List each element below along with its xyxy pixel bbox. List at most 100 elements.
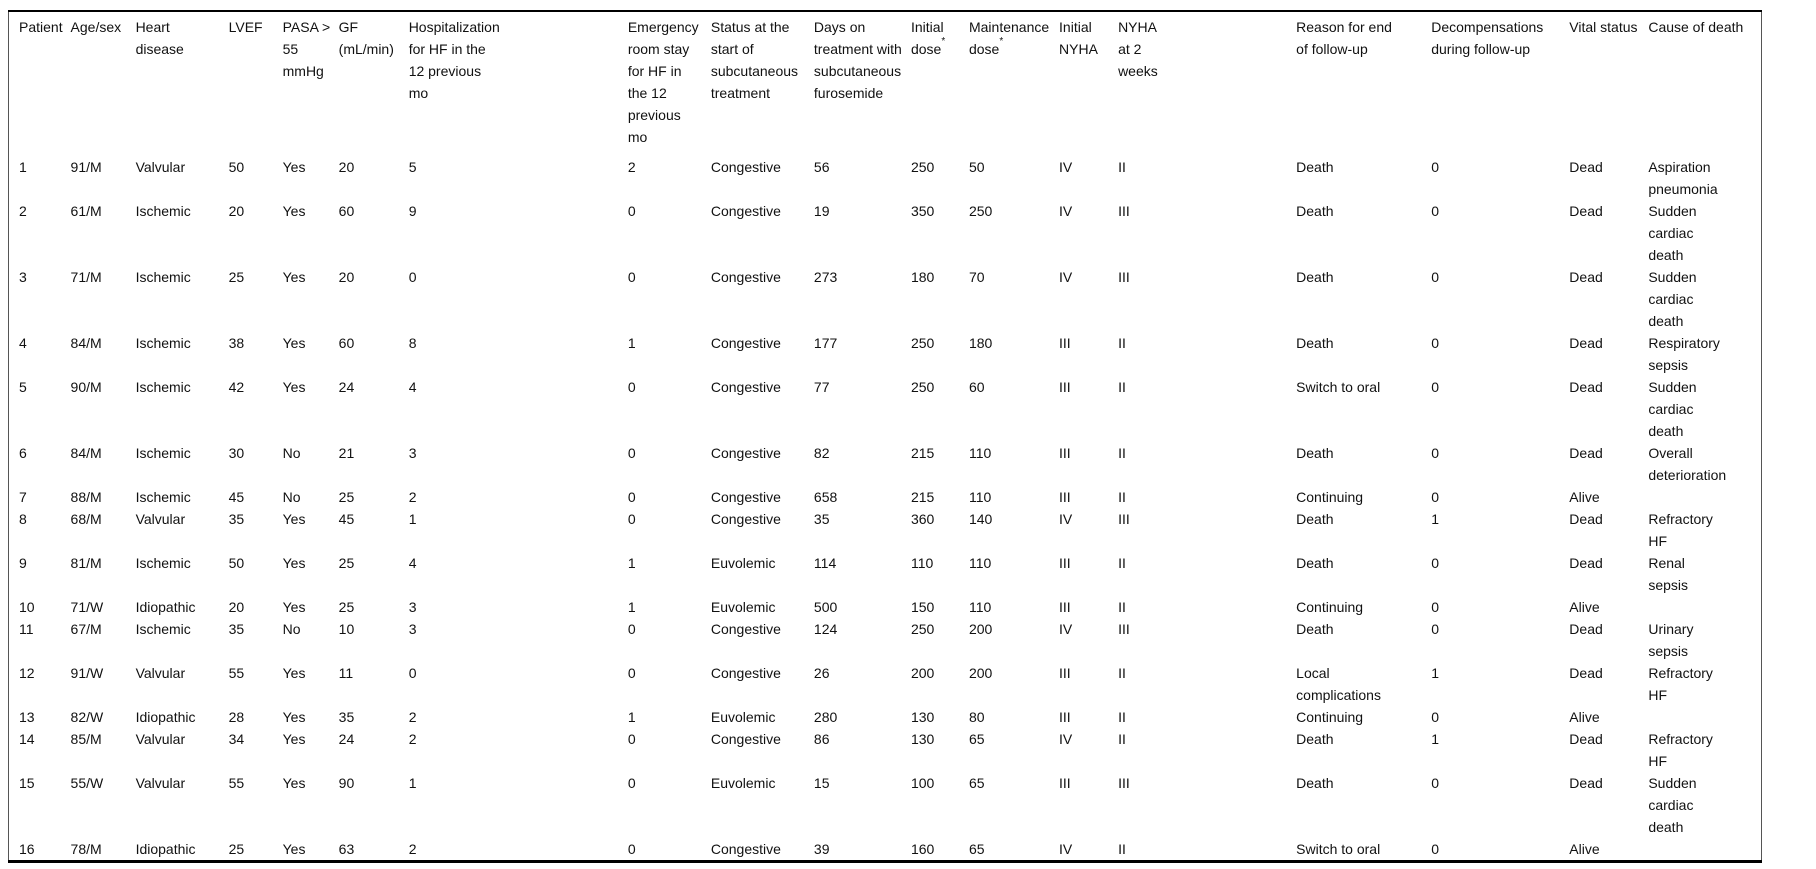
table-cell: Sudden cardiac death xyxy=(1648,269,1697,329)
table-cell: 45 xyxy=(228,489,245,505)
table-cell: Yes xyxy=(282,379,306,395)
table-cell: II xyxy=(1118,159,1126,175)
table-cell: 2 xyxy=(408,841,417,857)
table-cell: 2 xyxy=(408,731,417,747)
table-cell: Congestive xyxy=(710,511,781,527)
table-header-row: Patient Age/sex Heart disease LVEF PASA > 55… xyxy=(9,11,1762,156)
table-cell: 80 xyxy=(968,709,985,725)
table-cell: 71/M xyxy=(70,269,102,285)
table-cell: 0 xyxy=(627,379,636,395)
table-cell: Yes xyxy=(282,731,306,747)
column-header: Age/sex xyxy=(70,19,122,35)
table-cell: Congestive xyxy=(710,203,781,219)
table-cell: Euvolemic xyxy=(710,775,776,791)
table-cell: 60 xyxy=(338,203,355,219)
table-cell: 4 xyxy=(19,335,27,351)
table-cell: 500 xyxy=(813,599,838,615)
table-cell: No xyxy=(282,489,301,505)
table-cell: Ischemic xyxy=(135,335,191,351)
table-cell: 110 xyxy=(968,489,992,505)
table-cell: 39 xyxy=(813,841,830,857)
table-cell: 63 xyxy=(338,841,355,857)
table-cell: Dead xyxy=(1569,269,1603,285)
table-cell: 50 xyxy=(968,159,985,175)
table-cell: 6 xyxy=(19,445,27,461)
column-header: Initial dose* xyxy=(910,19,946,57)
table-cell: 0 xyxy=(1431,159,1440,175)
table-cell: 9 xyxy=(19,555,27,571)
table-cell: Yes xyxy=(282,775,306,791)
table-cell: III xyxy=(1118,203,1130,219)
table-cell: Alive xyxy=(1569,709,1600,725)
table-cell: II xyxy=(1118,709,1126,725)
column-header: Emergency room stay for HF in the 12 pre… xyxy=(627,19,699,145)
column-header: Reason for end of follow-up xyxy=(1296,19,1392,57)
table-cell: 0 xyxy=(627,489,636,505)
table-cell: 0 xyxy=(627,203,636,219)
table-row: 10 71/W Idiopathic 20 Yes 25 3 1 Euvolemic 500 150… xyxy=(9,596,1762,618)
table-cell: 65 xyxy=(968,775,985,791)
table-cell: Death xyxy=(1296,511,1334,527)
table-cell: Renal sepsis xyxy=(1648,555,1689,593)
table-cell: 1 xyxy=(627,555,636,571)
table-cell: 273 xyxy=(813,269,838,285)
table-cell: Yes xyxy=(282,269,306,285)
table-cell: Euvolemic xyxy=(710,709,776,725)
table-cell: 110 xyxy=(968,445,992,461)
table-cell: 250 xyxy=(910,379,935,395)
table-cell: III xyxy=(1059,555,1071,571)
table-cell: Ischemic xyxy=(135,203,191,219)
table-cell: 24 xyxy=(338,731,355,747)
table-cell: 180 xyxy=(910,269,935,285)
table-cell: III xyxy=(1118,775,1130,791)
table-cell: Dead xyxy=(1569,335,1603,351)
table-cell: 2 xyxy=(19,203,27,219)
column-header: Patient xyxy=(19,19,63,35)
table-cell: 65 xyxy=(968,841,985,857)
table-cell: 60 xyxy=(968,379,985,395)
table-cell: 9 xyxy=(408,203,417,219)
table-cell: II xyxy=(1118,445,1126,461)
table-cell: Idiopathic xyxy=(135,709,196,725)
table-cell: III xyxy=(1059,489,1071,505)
table-cell: Death xyxy=(1296,335,1334,351)
table-cell: 70 xyxy=(968,269,985,285)
table-cell: 15 xyxy=(813,775,830,791)
table-cell: 13 xyxy=(19,709,35,725)
table-cell: II xyxy=(1118,555,1126,571)
table-cell: 91/W xyxy=(70,665,104,681)
table-cell: 4 xyxy=(408,555,417,571)
table-cell: 90/M xyxy=(70,379,102,395)
column-header: Status at the start of subcutaneous trea… xyxy=(710,19,799,101)
table-cell: 30 xyxy=(228,445,245,461)
table-cell: IV xyxy=(1059,621,1073,637)
table-cell: 19 xyxy=(813,203,830,219)
table-cell: 177 xyxy=(813,335,838,351)
table-cell: 12 xyxy=(19,665,35,681)
column-header: LVEF xyxy=(228,19,263,35)
table-cell xyxy=(1648,486,1761,508)
table-cell: 0 xyxy=(627,841,636,857)
table-row: 6 84/M Ischemic 30 No 21 3 0 Congestive 82 215 110 I… xyxy=(9,442,1762,486)
table-cell: Congestive xyxy=(710,269,781,285)
table-cell: Congestive xyxy=(710,621,781,637)
table-cell: 1 xyxy=(627,709,636,725)
table-cell: No xyxy=(282,621,301,637)
table-cell: 61/M xyxy=(70,203,102,219)
table-cell: 0 xyxy=(1431,555,1440,571)
table-cell: 11 xyxy=(338,665,354,681)
table-cell: 88/M xyxy=(70,489,102,505)
table-cell: Alive xyxy=(1569,841,1600,857)
table-cell: Idiopathic xyxy=(135,599,196,615)
table-cell: Ischemic xyxy=(135,269,191,285)
table-cell: Dead xyxy=(1569,621,1603,637)
table-cell: 0 xyxy=(627,269,636,285)
table-cell: 67/M xyxy=(70,621,102,637)
table-cell: Alive xyxy=(1569,489,1600,505)
table-cell: 14 xyxy=(19,731,35,747)
table-cell: Dead xyxy=(1569,445,1603,461)
table-cell: 71/W xyxy=(70,599,104,615)
table-cell: III xyxy=(1059,665,1071,681)
table-cell: 200 xyxy=(968,665,993,681)
table-cell: Sudden cardiac death xyxy=(1648,203,1697,263)
